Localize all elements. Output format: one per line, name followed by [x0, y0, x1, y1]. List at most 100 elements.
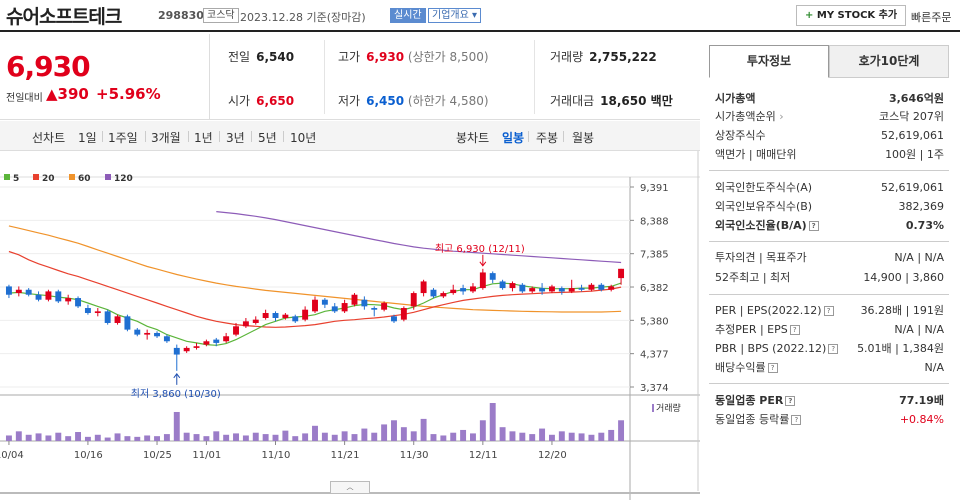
volume-bar [15, 431, 22, 441]
x-tick-label: 12/20 [538, 450, 567, 461]
tab-3m[interactable]: 3개월 [151, 131, 181, 145]
candle-body [193, 346, 200, 348]
volume-bar [450, 432, 457, 441]
divider [709, 294, 949, 295]
legend-label: 20 [42, 174, 55, 184]
est-per-row: 추정PER | EPS? N/A | N/A [715, 323, 944, 336]
tab-daily[interactable]: 일봉 [502, 131, 525, 145]
candle-body [203, 341, 210, 345]
company-overview-dropdown[interactable]: 기업개요 ▾ [428, 8, 481, 23]
tab-3y[interactable]: 3년 [226, 131, 245, 145]
tab-1y[interactable]: 1년 [194, 131, 213, 145]
volume-bar [144, 435, 151, 441]
tab-1d[interactable]: 1일 [78, 131, 97, 145]
candle-body [499, 281, 506, 289]
volume-bar [470, 433, 476, 441]
candle-body [608, 286, 615, 290]
help-icon[interactable]: ? [828, 344, 839, 354]
volume-bar [440, 435, 447, 441]
volume-bar [302, 433, 309, 441]
volume-bar [94, 434, 101, 441]
candle-body [440, 293, 447, 297]
y-tick-label: 8,388 [640, 216, 669, 227]
help-icon[interactable]: ? [823, 306, 834, 316]
tab-1w[interactable]: 1주일 [108, 131, 138, 145]
stock-chart[interactable]: 9,391 8,388 7,385 6,382 5,380 4,377 3,374 5 20 60… [0, 151, 700, 500]
candle-body [173, 347, 180, 355]
divider [324, 40, 325, 114]
candle-body [154, 332, 160, 337]
candle-body [489, 273, 496, 280]
volume-bar [420, 418, 427, 441]
volume-bar [252, 432, 259, 441]
collapse-handle[interactable]: ︿ [330, 481, 370, 493]
candle-body [578, 288, 585, 290]
legend-label: 5 [13, 174, 19, 184]
industry-rate-row: 동일업종 등락률? +0.84% [715, 413, 944, 426]
y-tick-label: 3,374 [640, 383, 669, 394]
help-icon[interactable]: ? [789, 325, 800, 335]
tab-monthly[interactable]: 월봉 [572, 131, 595, 145]
ma5-line [8, 282, 622, 346]
candle-body [242, 321, 249, 327]
volume-bar [104, 437, 111, 441]
help-icon[interactable]: ? [767, 363, 778, 373]
candle-body [45, 291, 52, 300]
candle-body [25, 289, 32, 295]
candle-body [331, 306, 338, 312]
candle-body [539, 288, 546, 292]
trade-amount: 거래대금 18,650 백만 [550, 94, 673, 108]
help-icon[interactable]: ? [785, 396, 796, 406]
candle-body [144, 332, 151, 335]
divider [534, 40, 535, 114]
tab-quote-10[interactable]: 호가10단계 [829, 45, 949, 78]
volume-bar [558, 431, 565, 441]
candle-body [213, 339, 220, 343]
stock-name: 슈어소프트테크 [6, 6, 122, 28]
volume-bar [65, 436, 72, 441]
realtime-button[interactable]: 실시간 [390, 8, 426, 23]
volume-bar [84, 436, 91, 441]
volume-bar [163, 434, 170, 441]
volume-bar [519, 432, 526, 441]
candle-body [479, 272, 486, 289]
help-icon[interactable]: ? [808, 221, 819, 231]
my-stock-add-button[interactable]: + MY STOCK 추가 [796, 5, 907, 26]
ma60-line [8, 225, 622, 313]
candle-body [568, 288, 575, 292]
x-tick-label: 10/04 [0, 450, 24, 461]
help-icon[interactable]: ? [791, 415, 802, 425]
legend-label: 120 [114, 174, 133, 184]
volume-bar [154, 436, 160, 441]
volume-bar [193, 434, 200, 441]
volume-bar [568, 432, 575, 441]
candle-body [55, 291, 62, 302]
volume-bar [608, 429, 615, 441]
tab-investment-info[interactable]: 투자정보 [709, 45, 829, 78]
legend-swatch [33, 174, 39, 180]
stock-header: 슈어소프트테크 298830 코스닥 2023.12.28 기준(장마감) 실시… [0, 0, 960, 32]
volume-bar [381, 424, 388, 441]
candle-chart-label: 봉차트 [456, 131, 490, 145]
low-annotation: 최저 3,860 (10/30) [131, 388, 221, 400]
chart-svg: 9,391 8,388 7,385 6,382 5,380 4,377 3,374 5 20 60… [0, 151, 700, 500]
x-tick-label: 12/11 [469, 450, 498, 461]
divider [219, 131, 220, 142]
low-price: 저가 6,450 (하한가 4,580) [338, 94, 489, 108]
tab-weekly[interactable]: 주봉 [536, 131, 559, 145]
tab-10y[interactable]: 10년 [290, 131, 317, 145]
candle-body [351, 294, 358, 305]
quick-order-link[interactable]: 빠른주문 [911, 11, 952, 24]
volume-bar [529, 434, 536, 441]
ma120-line [216, 211, 622, 264]
candle-body [371, 308, 378, 310]
candle-body [5, 286, 12, 295]
volume-bar [391, 420, 397, 441]
legend-swatch [4, 174, 10, 180]
volume-bar [588, 434, 595, 441]
candle-body [420, 281, 427, 294]
candle-body [381, 303, 388, 310]
low-arrow-head [173, 373, 181, 379]
side-tabs: 투자정보 호가10단계 [709, 45, 949, 78]
tab-5y[interactable]: 5년 [258, 131, 277, 145]
